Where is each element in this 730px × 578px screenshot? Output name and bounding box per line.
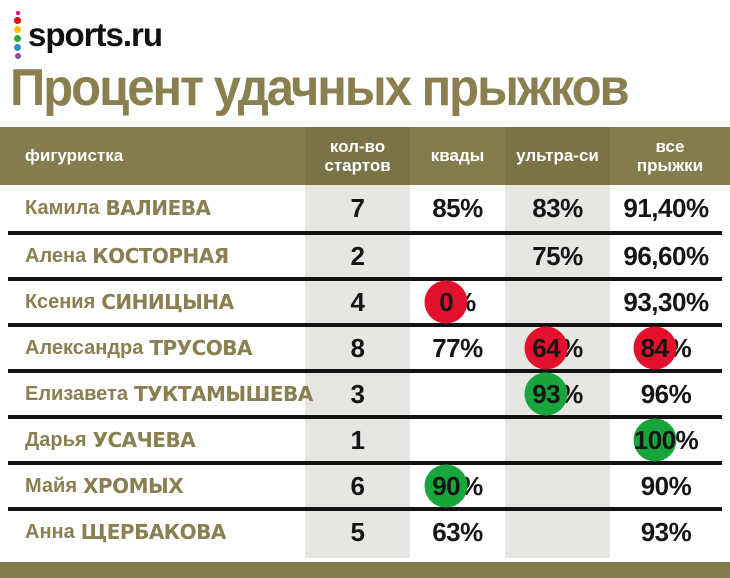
all-jumps-cell: 91,40%	[623, 192, 709, 223]
logo-dot-blue	[14, 44, 21, 51]
all-jumps-cell: 100%	[610, 418, 722, 462]
ultra-c-cell	[505, 281, 610, 323]
page-title: Процент удачных прыжков	[10, 59, 630, 117]
skater-name-cell: Елизавета ТУКТАМЫШЕВА	[8, 373, 313, 415]
table-row: Дарья УСАЧЕВА 1 100%	[8, 415, 722, 462]
ultra-c-cell: 83%	[532, 192, 583, 223]
all-jumps-cell: 96%	[640, 378, 692, 409]
table-row: Алена КОСТОРНАЯ 2 75% 96,60%	[8, 231, 722, 277]
table-row: Александра ТРУСОВА 8 77% 64% 84%	[8, 323, 722, 370]
skater-first-name: Майя	[25, 474, 77, 497]
sports-ru-logo[interactable]: sports.ru	[14, 11, 163, 59]
logo-text: sports.ru	[28, 16, 163, 53]
header-all-jumps: все прыжки	[636, 136, 704, 175]
ultra-c-cell: 64%	[505, 326, 610, 370]
starts-cell: 4	[350, 286, 365, 317]
skater-name-cell: Александра ТРУСОВА	[8, 327, 305, 369]
skater-last-name: ВАЛИЕВА	[105, 196, 211, 220]
all-jumps-cell: 93%	[640, 516, 692, 547]
skater-name-cell: Анна ЩЕРБАКОВА	[8, 511, 305, 553]
skater-name-cell: Алена КОСТОРНАЯ	[8, 235, 305, 277]
logo-dot-red	[14, 17, 21, 24]
ultra-c-cell: 75%	[532, 240, 583, 271]
quads-cell: 85%	[432, 192, 483, 223]
header-starts: кол-во стартов	[305, 127, 410, 185]
starts-cell: 3	[350, 378, 365, 409]
skater-last-name: УСАЧЕВА	[92, 428, 196, 452]
all-jumps-cell: 84%	[610, 326, 722, 370]
skater-name-cell: Дарья УСАЧЕВА	[8, 419, 305, 461]
starts-cell: 2	[350, 240, 365, 271]
table-rows: Камила ВАЛИЕВА 7 85% 83% 91,40% Алена КОСТ…	[8, 185, 722, 553]
skater-first-name: Дарья	[25, 428, 87, 451]
logo-dot-green	[14, 35, 21, 42]
ultra-c-cell	[505, 465, 610, 507]
skater-last-name: ХРОМЫХ	[83, 474, 184, 498]
ultra-c-cell	[505, 511, 610, 553]
starts-cell: 7	[350, 192, 365, 223]
skater-name-cell: Ксения СИНИЦЫНА	[8, 281, 305, 323]
starts-cell: 8	[350, 332, 365, 363]
all-jumps-cell: 90%	[640, 470, 692, 501]
all-jumps-cell: 96,60%	[623, 240, 709, 271]
logo-dot-purple	[14, 53, 21, 59]
skater-last-name: КОСТОРНАЯ	[92, 244, 229, 268]
quads-cell	[410, 235, 505, 277]
all-jumps-cell: 93,30%	[623, 286, 709, 317]
skater-name-cell: Майя ХРОМЫХ	[8, 465, 305, 507]
table-body: Камила ВАЛИЕВА 7 85% 83% 91,40% Алена КОСТ…	[0, 185, 730, 562]
table-header-row: фигуристка кол-во стартов квады ультра-с…	[0, 127, 730, 185]
skater-first-name: Камила	[25, 196, 100, 219]
skater-last-name: ТРУСОВА	[149, 336, 252, 360]
logo-dot-yellow	[14, 26, 21, 33]
skater-name-cell: Камила ВАЛИЕВА	[8, 185, 305, 231]
skater-last-name: ТУКТАМЫШЕВА	[133, 382, 313, 406]
skater-last-name: СИНИЦЫНА	[101, 290, 234, 314]
footer-bar	[0, 562, 730, 578]
header-quads: квады	[430, 146, 485, 166]
table-row: Елизавета ТУКТАМЫШЕВА 3 93% 96%	[8, 369, 722, 416]
starts-cell: 1	[350, 424, 365, 455]
quads-cell	[410, 419, 505, 461]
header-skater: фигуристка	[25, 146, 124, 166]
skater-first-name: Александра	[25, 336, 144, 359]
skater-first-name: Анна	[25, 520, 75, 543]
skater-first-name: Ксения	[25, 290, 96, 313]
quads-cell: 63%	[432, 516, 483, 547]
starts-cell: 5	[350, 516, 365, 547]
skater-first-name: Алена	[25, 244, 87, 267]
logo-dot-pink	[15, 11, 20, 15]
header-ultra-c: ультра-си	[505, 127, 610, 185]
logo-dots-icon	[14, 11, 21, 59]
quads-cell	[410, 373, 505, 415]
skater-first-name: Елизавета	[25, 382, 128, 405]
starts-cell: 6	[350, 470, 365, 501]
ultra-c-cell	[505, 419, 610, 461]
quads-cell: 0%	[410, 280, 505, 324]
quads-cell: 90%	[410, 464, 505, 508]
quads-cell: 77%	[432, 332, 483, 363]
skater-last-name: ЩЕРБАКОВА	[80, 520, 227, 544]
table-row: Майя ХРОМЫХ 6 90% 90%	[8, 461, 722, 508]
ultra-c-cell: 93%	[505, 372, 610, 416]
table-row: Анна ЩЕРБАКОВА 5 63% 93%	[8, 507, 722, 553]
table-row: Камила ВАЛИЕВА 7 85% 83% 91,40%	[8, 185, 722, 231]
